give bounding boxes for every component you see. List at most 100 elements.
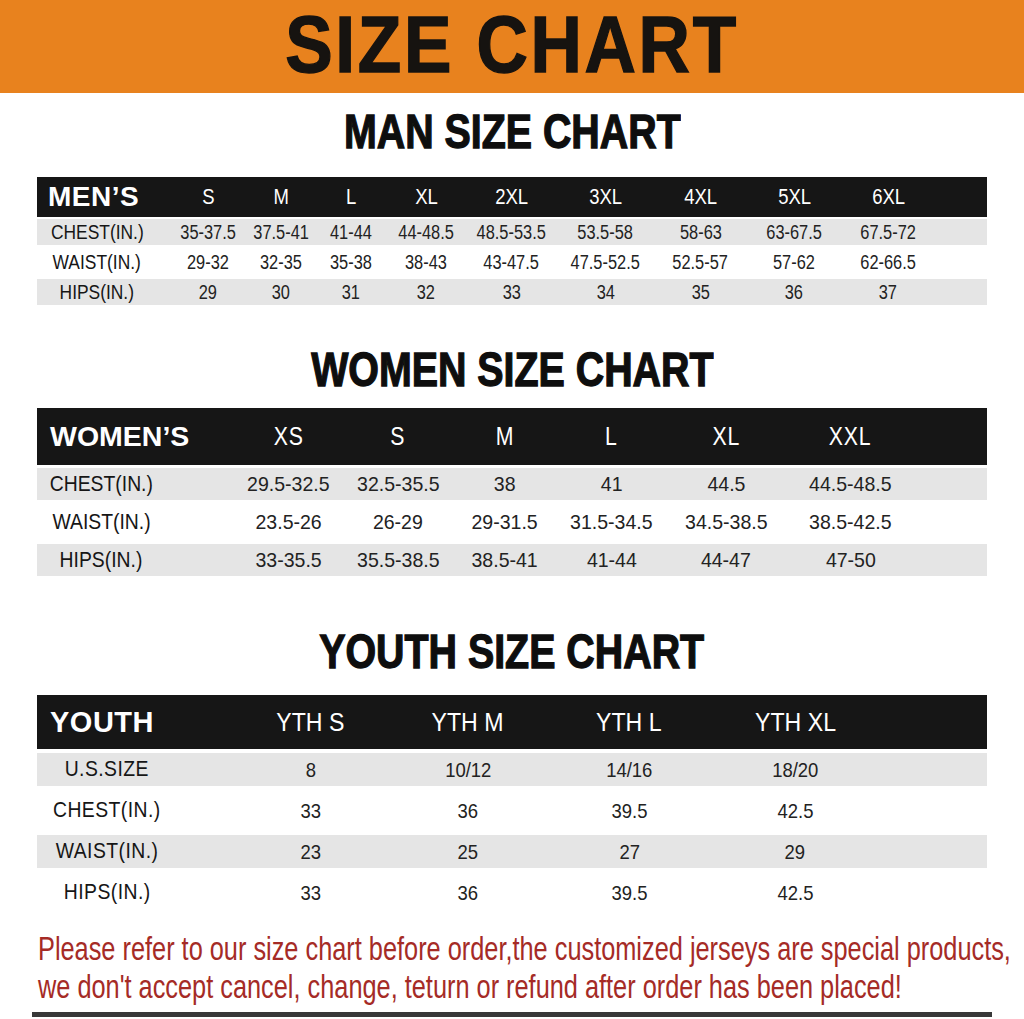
women-row-filler bbox=[915, 503, 987, 541]
men-size-value-text: 63-67.5 bbox=[766, 221, 822, 244]
men-size-value: 43-47.5 bbox=[466, 247, 556, 277]
men-column-header: 2XL bbox=[466, 177, 556, 217]
youth-size-value: 42.5 bbox=[711, 790, 878, 831]
men-size-value-text: 29-32 bbox=[187, 251, 229, 274]
women-size-value: 29.5-32.5 bbox=[234, 465, 344, 503]
women-column-header-text: XL bbox=[712, 422, 740, 451]
men-size-value-text: 58-63 bbox=[680, 221, 722, 244]
youth-row-label: WAIST(IN.) bbox=[37, 831, 233, 872]
youth-table-header-row: YOUTHYTH SYTH MYTH LYTH XL bbox=[37, 695, 987, 749]
women-size-value-text: 33-35.5 bbox=[256, 548, 322, 572]
women-size-value: 44.5 bbox=[666, 465, 786, 503]
men-row-label-text: WAIST(IN.) bbox=[53, 251, 141, 274]
men-size-value: 32 bbox=[386, 277, 467, 307]
youth-column-header-text: YTH S bbox=[277, 707, 345, 738]
youth-row-label-text: WAIST(IN.) bbox=[56, 839, 159, 864]
youth-size-value-text: 29 bbox=[785, 840, 806, 864]
women-size-value-text: 44.5 bbox=[707, 472, 745, 496]
youth-size-value-text: 23 bbox=[300, 840, 321, 864]
men-column-header: 5XL bbox=[747, 177, 842, 217]
men-size-value: 63-67.5 bbox=[747, 217, 842, 247]
men-column-header-text: 6XL bbox=[872, 184, 905, 210]
youth-size-value-text: 27 bbox=[619, 840, 640, 864]
women-size-value: 34.5-38.5 bbox=[666, 503, 786, 541]
women-row-label-text: WAIST(IN.) bbox=[52, 510, 150, 535]
men-size-value: 35-37.5 bbox=[170, 217, 246, 247]
youth-row-label-text: U.S.SIZE bbox=[65, 757, 149, 782]
men-table-header-row: MEN’S S M L XL 2XL 3XL 4XL 5XL 6XL bbox=[37, 177, 987, 217]
men-size-value-text: 37.5-41 bbox=[253, 221, 309, 244]
women-size-value-text: 34.5-38.5 bbox=[685, 510, 768, 534]
men-row-filler bbox=[935, 277, 987, 307]
men-column-header-text: XL bbox=[415, 184, 438, 210]
men-size-value: 44-48.5 bbox=[386, 217, 467, 247]
women-table-row: HIPS(IN.)33-35.535.5-38.538.5-4141-4444-… bbox=[37, 541, 987, 579]
women-size-value-text: 44.5-48.5 bbox=[809, 472, 892, 496]
youth-size-value-text: 33 bbox=[300, 881, 321, 905]
women-size-value-text: 26-29 bbox=[373, 510, 423, 534]
men-section-heading-text: MAN SIZE CHART bbox=[344, 106, 681, 159]
youth-size-value-text: 25 bbox=[458, 840, 479, 864]
women-column-header-text: XS bbox=[274, 422, 304, 451]
youth-table-label-text: YOUTH bbox=[50, 706, 154, 739]
men-size-value: 33 bbox=[466, 277, 556, 307]
women-size-table: WOMEN’SXSSMLXLXXLCHEST(IN.)29.5-32.532.5… bbox=[37, 408, 987, 579]
youth-size-value: 42.5 bbox=[711, 872, 878, 913]
youth-size-value: 39.5 bbox=[547, 872, 711, 913]
youth-size-value: 29 bbox=[711, 831, 878, 872]
men-size-value-text: 48.5-53.5 bbox=[477, 221, 546, 244]
men-row-label: HIPS(IN.) bbox=[37, 277, 170, 307]
youth-row-label: HIPS(IN.) bbox=[37, 872, 233, 913]
youth-row-filler bbox=[879, 872, 987, 913]
men-size-value: 31 bbox=[316, 277, 385, 307]
men-table-row: CHEST(IN.)35-37.537.5-4141-4444-48.548.5… bbox=[37, 217, 987, 247]
men-size-value-text: 29 bbox=[199, 281, 217, 304]
youth-size-value: 14/16 bbox=[547, 749, 711, 790]
men-size-value-text: 53.5-58 bbox=[578, 221, 634, 244]
women-column-header: XL bbox=[666, 408, 786, 465]
men-column-header: M bbox=[246, 177, 316, 217]
men-column-header-text: 4XL bbox=[684, 184, 717, 210]
men-size-value: 34 bbox=[557, 277, 655, 307]
youth-size-value: 39.5 bbox=[547, 790, 711, 831]
youth-column-header: YTH M bbox=[388, 695, 547, 749]
youth-size-value: 25 bbox=[388, 831, 547, 872]
youth-size-value: 36 bbox=[388, 872, 547, 913]
men-size-value: 58-63 bbox=[654, 217, 746, 247]
women-size-value: 33-35.5 bbox=[234, 541, 344, 579]
youth-size-value-text: 39.5 bbox=[611, 799, 647, 823]
women-column-header: XS bbox=[234, 408, 344, 465]
men-size-value-text: 41-44 bbox=[330, 221, 372, 244]
women-size-value: 38 bbox=[452, 465, 557, 503]
men-column-header-text: S bbox=[202, 184, 214, 210]
men-size-value: 30 bbox=[246, 277, 316, 307]
women-column-header-text: XXL bbox=[829, 422, 872, 451]
men-header-filler bbox=[935, 177, 987, 217]
women-size-value: 38.5-42.5 bbox=[786, 503, 915, 541]
men-size-value-text: 43-47.5 bbox=[484, 251, 540, 274]
men-column-header-text: 2XL bbox=[495, 184, 528, 210]
youth-size-value-text: 8 bbox=[305, 758, 315, 782]
men-column-header: L bbox=[316, 177, 385, 217]
men-size-value-text: 34 bbox=[596, 281, 614, 304]
men-size-value: 32-35 bbox=[246, 247, 316, 277]
men-column-header: S bbox=[170, 177, 246, 217]
women-size-value: 41 bbox=[557, 465, 666, 503]
size-chart-page: { "banner": { "title": "SIZE CHART", "bg… bbox=[0, 0, 1024, 1019]
youth-size-value-text: 42.5 bbox=[777, 799, 813, 823]
youth-row-filler bbox=[879, 749, 987, 790]
women-column-header-text: M bbox=[495, 422, 514, 451]
men-size-value: 53.5-58 bbox=[557, 217, 655, 247]
men-section-heading: MAN SIZE CHART bbox=[0, 106, 1024, 159]
youth-size-value: 36 bbox=[388, 790, 547, 831]
men-column-header-text: 3XL bbox=[589, 184, 622, 210]
youth-table-label: YOUTH bbox=[37, 695, 233, 749]
men-size-value: 37 bbox=[842, 277, 935, 307]
youth-table-row: U.S.SIZE810/1214/1618/20 bbox=[37, 749, 987, 790]
men-table-label: MEN’S bbox=[37, 177, 170, 217]
women-size-value-text: 38.5-41 bbox=[471, 548, 537, 572]
youth-table-row: WAIST(IN.) 23 25 27 29 bbox=[37, 831, 987, 872]
men-size-value: 38-43 bbox=[386, 247, 467, 277]
men-column-header-text: M bbox=[273, 184, 288, 210]
men-size-value: 52.5-57 bbox=[654, 247, 746, 277]
